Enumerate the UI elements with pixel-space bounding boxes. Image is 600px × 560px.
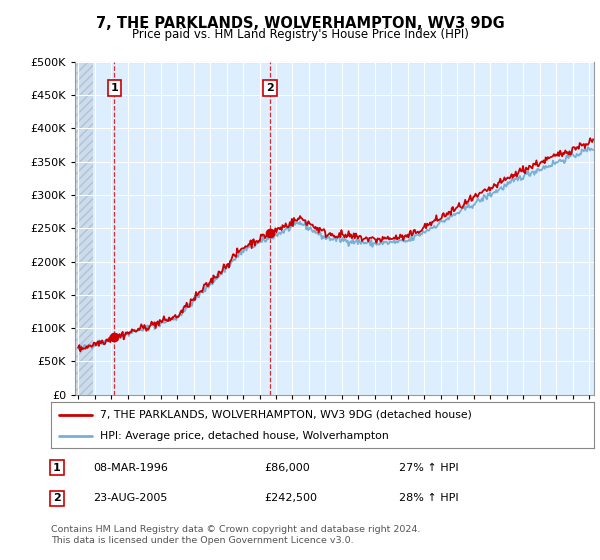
Text: 28% ↑ HPI: 28% ↑ HPI	[399, 493, 458, 503]
Text: 7, THE PARKLANDS, WOLVERHAMPTON, WV3 9DG: 7, THE PARKLANDS, WOLVERHAMPTON, WV3 9DG	[95, 16, 505, 31]
Text: £86,000: £86,000	[264, 463, 310, 473]
Text: 23-AUG-2005: 23-AUG-2005	[93, 493, 167, 503]
Text: £242,500: £242,500	[264, 493, 317, 503]
Text: 27% ↑ HPI: 27% ↑ HPI	[399, 463, 458, 473]
Text: Contains HM Land Registry data © Crown copyright and database right 2024.
This d: Contains HM Land Registry data © Crown c…	[51, 525, 421, 545]
Bar	[75, 62, 93, 395]
Text: 2: 2	[266, 83, 274, 94]
Text: Price paid vs. HM Land Registry's House Price Index (HPI): Price paid vs. HM Land Registry's House …	[131, 28, 469, 41]
Text: HPI: Average price, detached house, Wolverhampton: HPI: Average price, detached house, Wolv…	[100, 431, 389, 441]
Text: 08-MAR-1996: 08-MAR-1996	[93, 463, 168, 473]
Text: 7, THE PARKLANDS, WOLVERHAMPTON, WV3 9DG (detached house): 7, THE PARKLANDS, WOLVERHAMPTON, WV3 9DG…	[100, 410, 472, 420]
Text: 2: 2	[53, 493, 61, 503]
Text: 1: 1	[110, 83, 118, 94]
Text: 1: 1	[53, 463, 61, 473]
